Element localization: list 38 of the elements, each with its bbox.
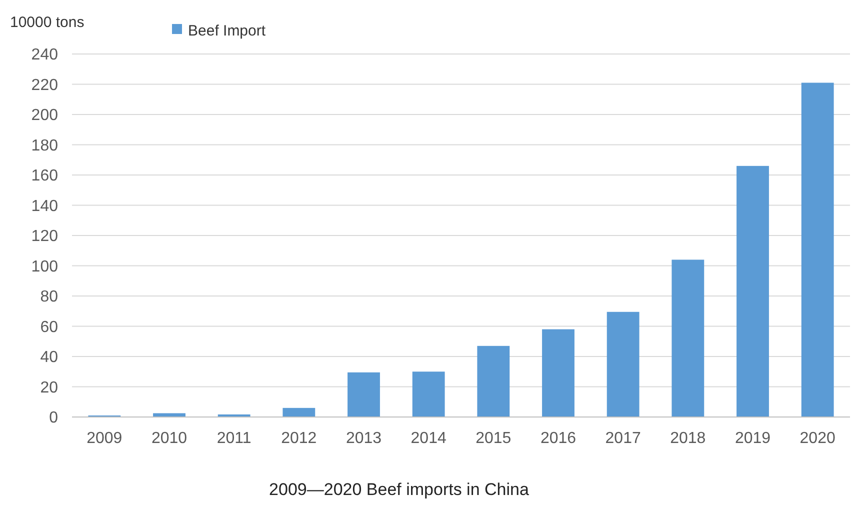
bar bbox=[801, 82, 834, 417]
x-tick-label: 2013 bbox=[346, 430, 382, 447]
y-axis-title: 10000 tons bbox=[10, 14, 84, 31]
y-tick-label: 140 bbox=[31, 198, 58, 215]
bar bbox=[606, 312, 640, 417]
y-tick-label: 100 bbox=[31, 258, 58, 276]
bar bbox=[542, 329, 574, 417]
x-tick-label: 2017 bbox=[605, 430, 641, 447]
y-tick-label: 40 bbox=[40, 349, 58, 366]
y-tick-label: 200 bbox=[31, 107, 58, 124]
x-tick-label: 2018 bbox=[670, 430, 706, 447]
bar bbox=[672, 260, 704, 417]
y-tick-label: 60 bbox=[40, 318, 58, 336]
x-tick-label: 2020 bbox=[800, 430, 836, 447]
x-tick-label: 2016 bbox=[540, 430, 576, 447]
bar bbox=[736, 166, 769, 417]
text: 2009—2020 Beef imports in China bbox=[269, 480, 530, 499]
bar bbox=[153, 413, 186, 417]
x-tick-label: 2010 bbox=[151, 430, 188, 447]
y-tick-label: 20 bbox=[40, 379, 58, 396]
x-tick-label: 2009 bbox=[86, 430, 122, 447]
y-tick-label: 180 bbox=[31, 137, 58, 154]
y-tick-label: 160 bbox=[31, 168, 58, 185]
x-tick-label: 2019 bbox=[734, 430, 771, 447]
x-tick-label: 2014 bbox=[410, 430, 446, 447]
x-tick-label: 2012 bbox=[281, 430, 317, 447]
x-tick-label: 2011 bbox=[216, 430, 252, 447]
bar bbox=[412, 372, 445, 417]
y-tick-label: 240 bbox=[31, 46, 58, 64]
y-tick-label: 120 bbox=[31, 228, 58, 246]
y-tick-label: 0 bbox=[49, 410, 58, 427]
bar bbox=[282, 408, 316, 417]
bar bbox=[348, 372, 380, 417]
y-tick-label: 220 bbox=[31, 76, 58, 94]
legend-label: Beef Import bbox=[188, 22, 266, 40]
bar bbox=[477, 346, 510, 417]
y-tick-label: 80 bbox=[40, 288, 58, 306]
x-tick-label: 2015 bbox=[476, 430, 512, 447]
